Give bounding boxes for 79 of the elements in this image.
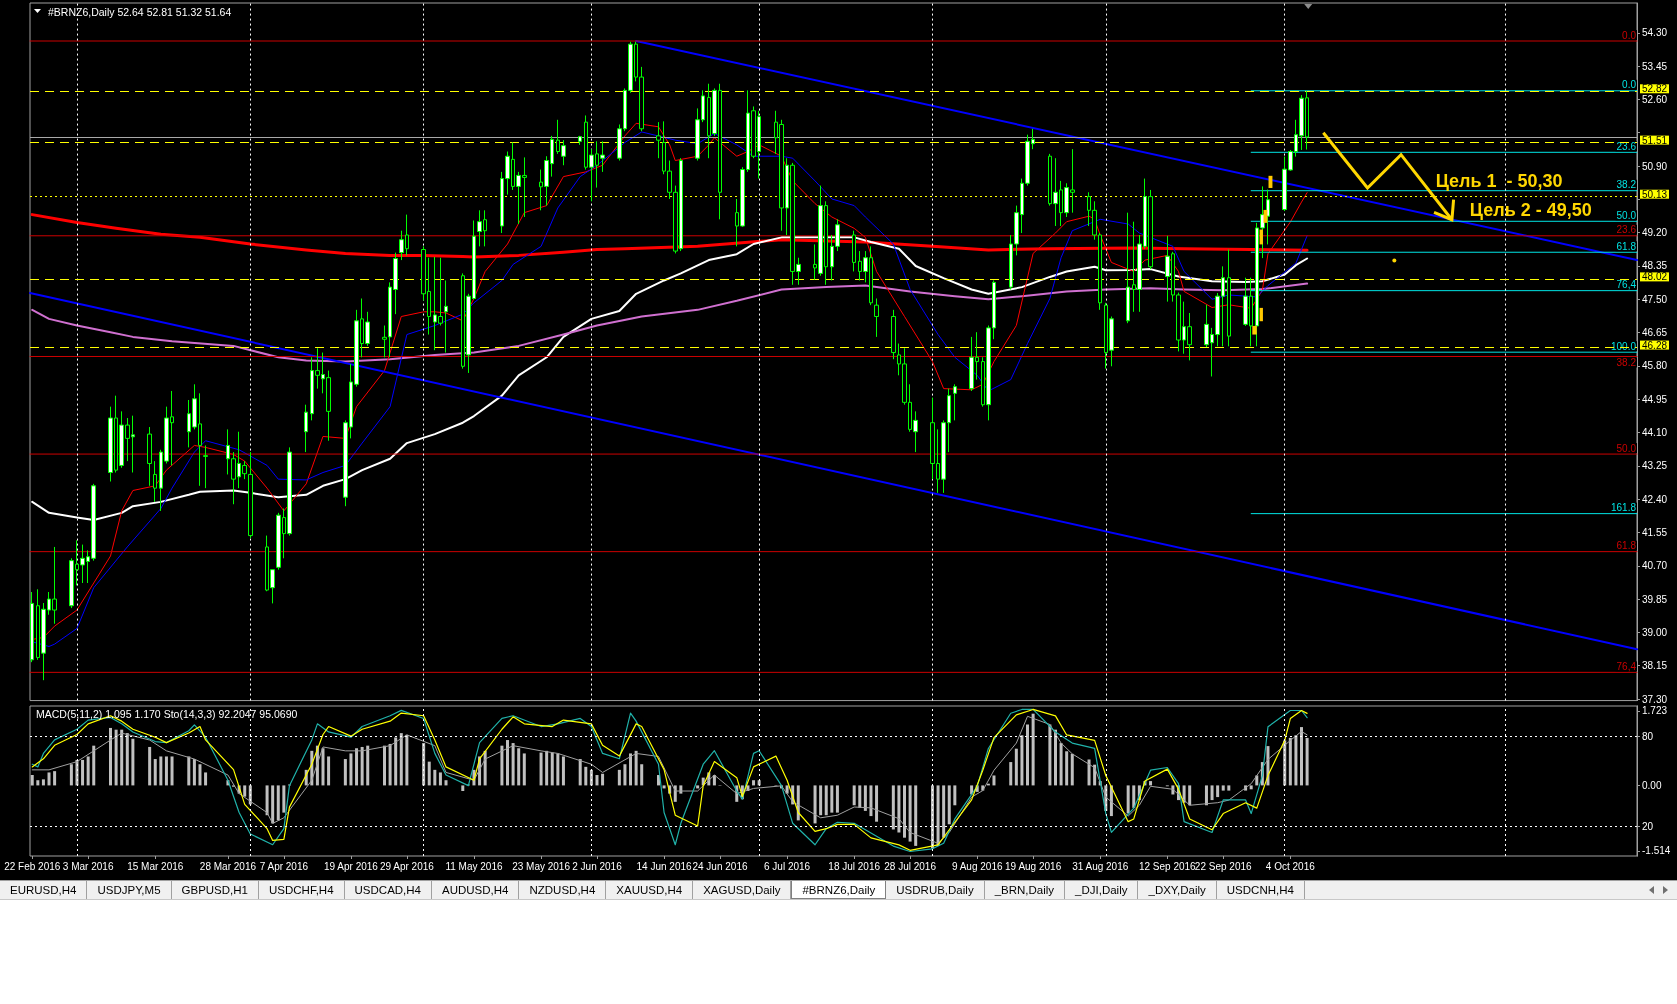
y-tick-label: 40.70	[1642, 560, 1668, 572]
x-tick-label: 4 Oct 2016	[1265, 860, 1316, 872]
text: GBPUSD,H1	[171, 881, 259, 899]
text: XAUUSD,H4	[606, 881, 694, 899]
ref-line-label: 46.28	[1642, 339, 1668, 351]
text: XAGUSD,Daily	[693, 881, 792, 899]
series-label: 38.2	[1616, 179, 1637, 191]
x-tick-label: 24 Jun 2016	[692, 860, 748, 872]
y-tick-label: 49.20	[1642, 227, 1668, 239]
y-tick-label: 0.00	[1642, 779, 1662, 791]
y-tick-label: 42.40	[1642, 493, 1668, 505]
series-label: 38.2	[1616, 356, 1637, 368]
y-tick-label: 45.80	[1642, 360, 1668, 372]
x-tick-label: 22 Feb 2016	[4, 860, 61, 872]
y-tick-label: 44.95	[1642, 393, 1668, 405]
x-tick-label: 3 Mar 2016	[62, 860, 114, 872]
y-tick-label: 53.45	[1642, 60, 1668, 72]
x-tick-label: 6 Jul 2016	[764, 860, 811, 872]
series-label: 76,4	[1616, 660, 1637, 672]
x-tick-label: 29 Apr 2016	[379, 860, 435, 872]
x-tick-label: 14 Jun 2016	[636, 860, 693, 872]
y-tick-label: 52.60	[1642, 93, 1668, 105]
y-tick-label: 39.00	[1642, 626, 1668, 638]
series-label: 0.0	[1622, 79, 1637, 91]
chart-title: #BRNZ6,Daily 52.64 52.81 51.32 51.64	[48, 5, 232, 18]
chart-title: MACD(5,11,2) 1.095 1.170 Sto(14,3,3) 92.2047 95.0690	[36, 707, 298, 720]
ref-line-label: 52.82	[1642, 83, 1668, 95]
y-tick-label: 41.55	[1642, 526, 1668, 538]
text: USDJPY,M5	[87, 881, 172, 899]
x-tick-label: 2 Jun 2016	[572, 860, 623, 872]
y-tick-label: 47.50	[1642, 293, 1668, 305]
x-tick-label: 7 Apr 2016	[259, 860, 309, 872]
text: NZDUSD,H4	[519, 881, 607, 899]
ref-line-label: 48.02	[1642, 271, 1668, 283]
y-tick-label: 38.15	[1642, 660, 1668, 672]
text: USDCNH,H4	[1216, 881, 1305, 899]
x-tick-label: 28 Jul 2016	[884, 860, 937, 872]
series-label: 23.6	[1616, 224, 1637, 236]
y-tick-label: 43.25	[1642, 460, 1668, 472]
series-label: 61.8	[1616, 540, 1637, 552]
x-tick-label: 9 Aug 2016	[951, 860, 1003, 872]
series-label: 161.8	[1610, 502, 1637, 514]
text: _BRN,Daily	[984, 881, 1066, 899]
series-label: 0.0	[1622, 29, 1637, 41]
x-tick-label: 22 Sep 2016	[1194, 860, 1253, 872]
x-tick-label: 31 Aug 2016	[1072, 860, 1129, 872]
x-tick-label: 19 Aug 2016	[1005, 860, 1062, 872]
y-tick-label: 37.30	[1642, 693, 1668, 705]
y-tick-label: 46.65	[1642, 327, 1668, 339]
ref-line-label: 50.13	[1642, 188, 1668, 200]
y-tick-label: 50.90	[1642, 160, 1668, 172]
ref-line-label: 51.51	[1642, 134, 1668, 146]
y2-tick-label: 20	[1642, 820, 1654, 832]
y-tick-label: 48.35	[1642, 260, 1668, 272]
y2-tick-label: 80	[1642, 730, 1654, 742]
annotation: Цель 1 - 50,30	[1435, 170, 1563, 191]
y-tick-label: -1.514	[1642, 845, 1671, 857]
y-tick-label: 1.723	[1642, 705, 1668, 717]
series-label: 50.0	[1616, 442, 1637, 454]
annotation: Цель 2 - 49,50	[1469, 199, 1592, 220]
series-label: 61.8	[1616, 240, 1637, 252]
text: _DXY,Daily	[1138, 881, 1217, 899]
x-tick-label: 28 Mar 2016	[199, 860, 257, 872]
y-tick-label: 39.85	[1642, 593, 1668, 605]
x-tick-label: 15 Mar 2016	[127, 860, 184, 872]
y-tick-label: 44.10	[1642, 427, 1668, 439]
text: EURUSD,H4	[0, 881, 88, 899]
text: USDCAD,H4	[344, 881, 433, 899]
series-label: 76,4	[1616, 279, 1637, 291]
x-tick-label: 19 Apr 2016	[323, 860, 379, 872]
x-tick-label: 18 Jul 2016	[828, 860, 881, 872]
y-tick-label: 54.30	[1642, 27, 1668, 39]
text: USDCHF,H4	[259, 881, 345, 899]
text: AUDUSD,H4	[432, 881, 520, 899]
text: USDRUB,Daily	[886, 881, 985, 899]
x-tick-label: 23 May 2016	[512, 860, 571, 872]
series-label: 50.0	[1616, 209, 1637, 221]
text: _DJI,Daily	[1065, 881, 1139, 899]
x-tick-label: 11 May 2016	[445, 860, 503, 872]
